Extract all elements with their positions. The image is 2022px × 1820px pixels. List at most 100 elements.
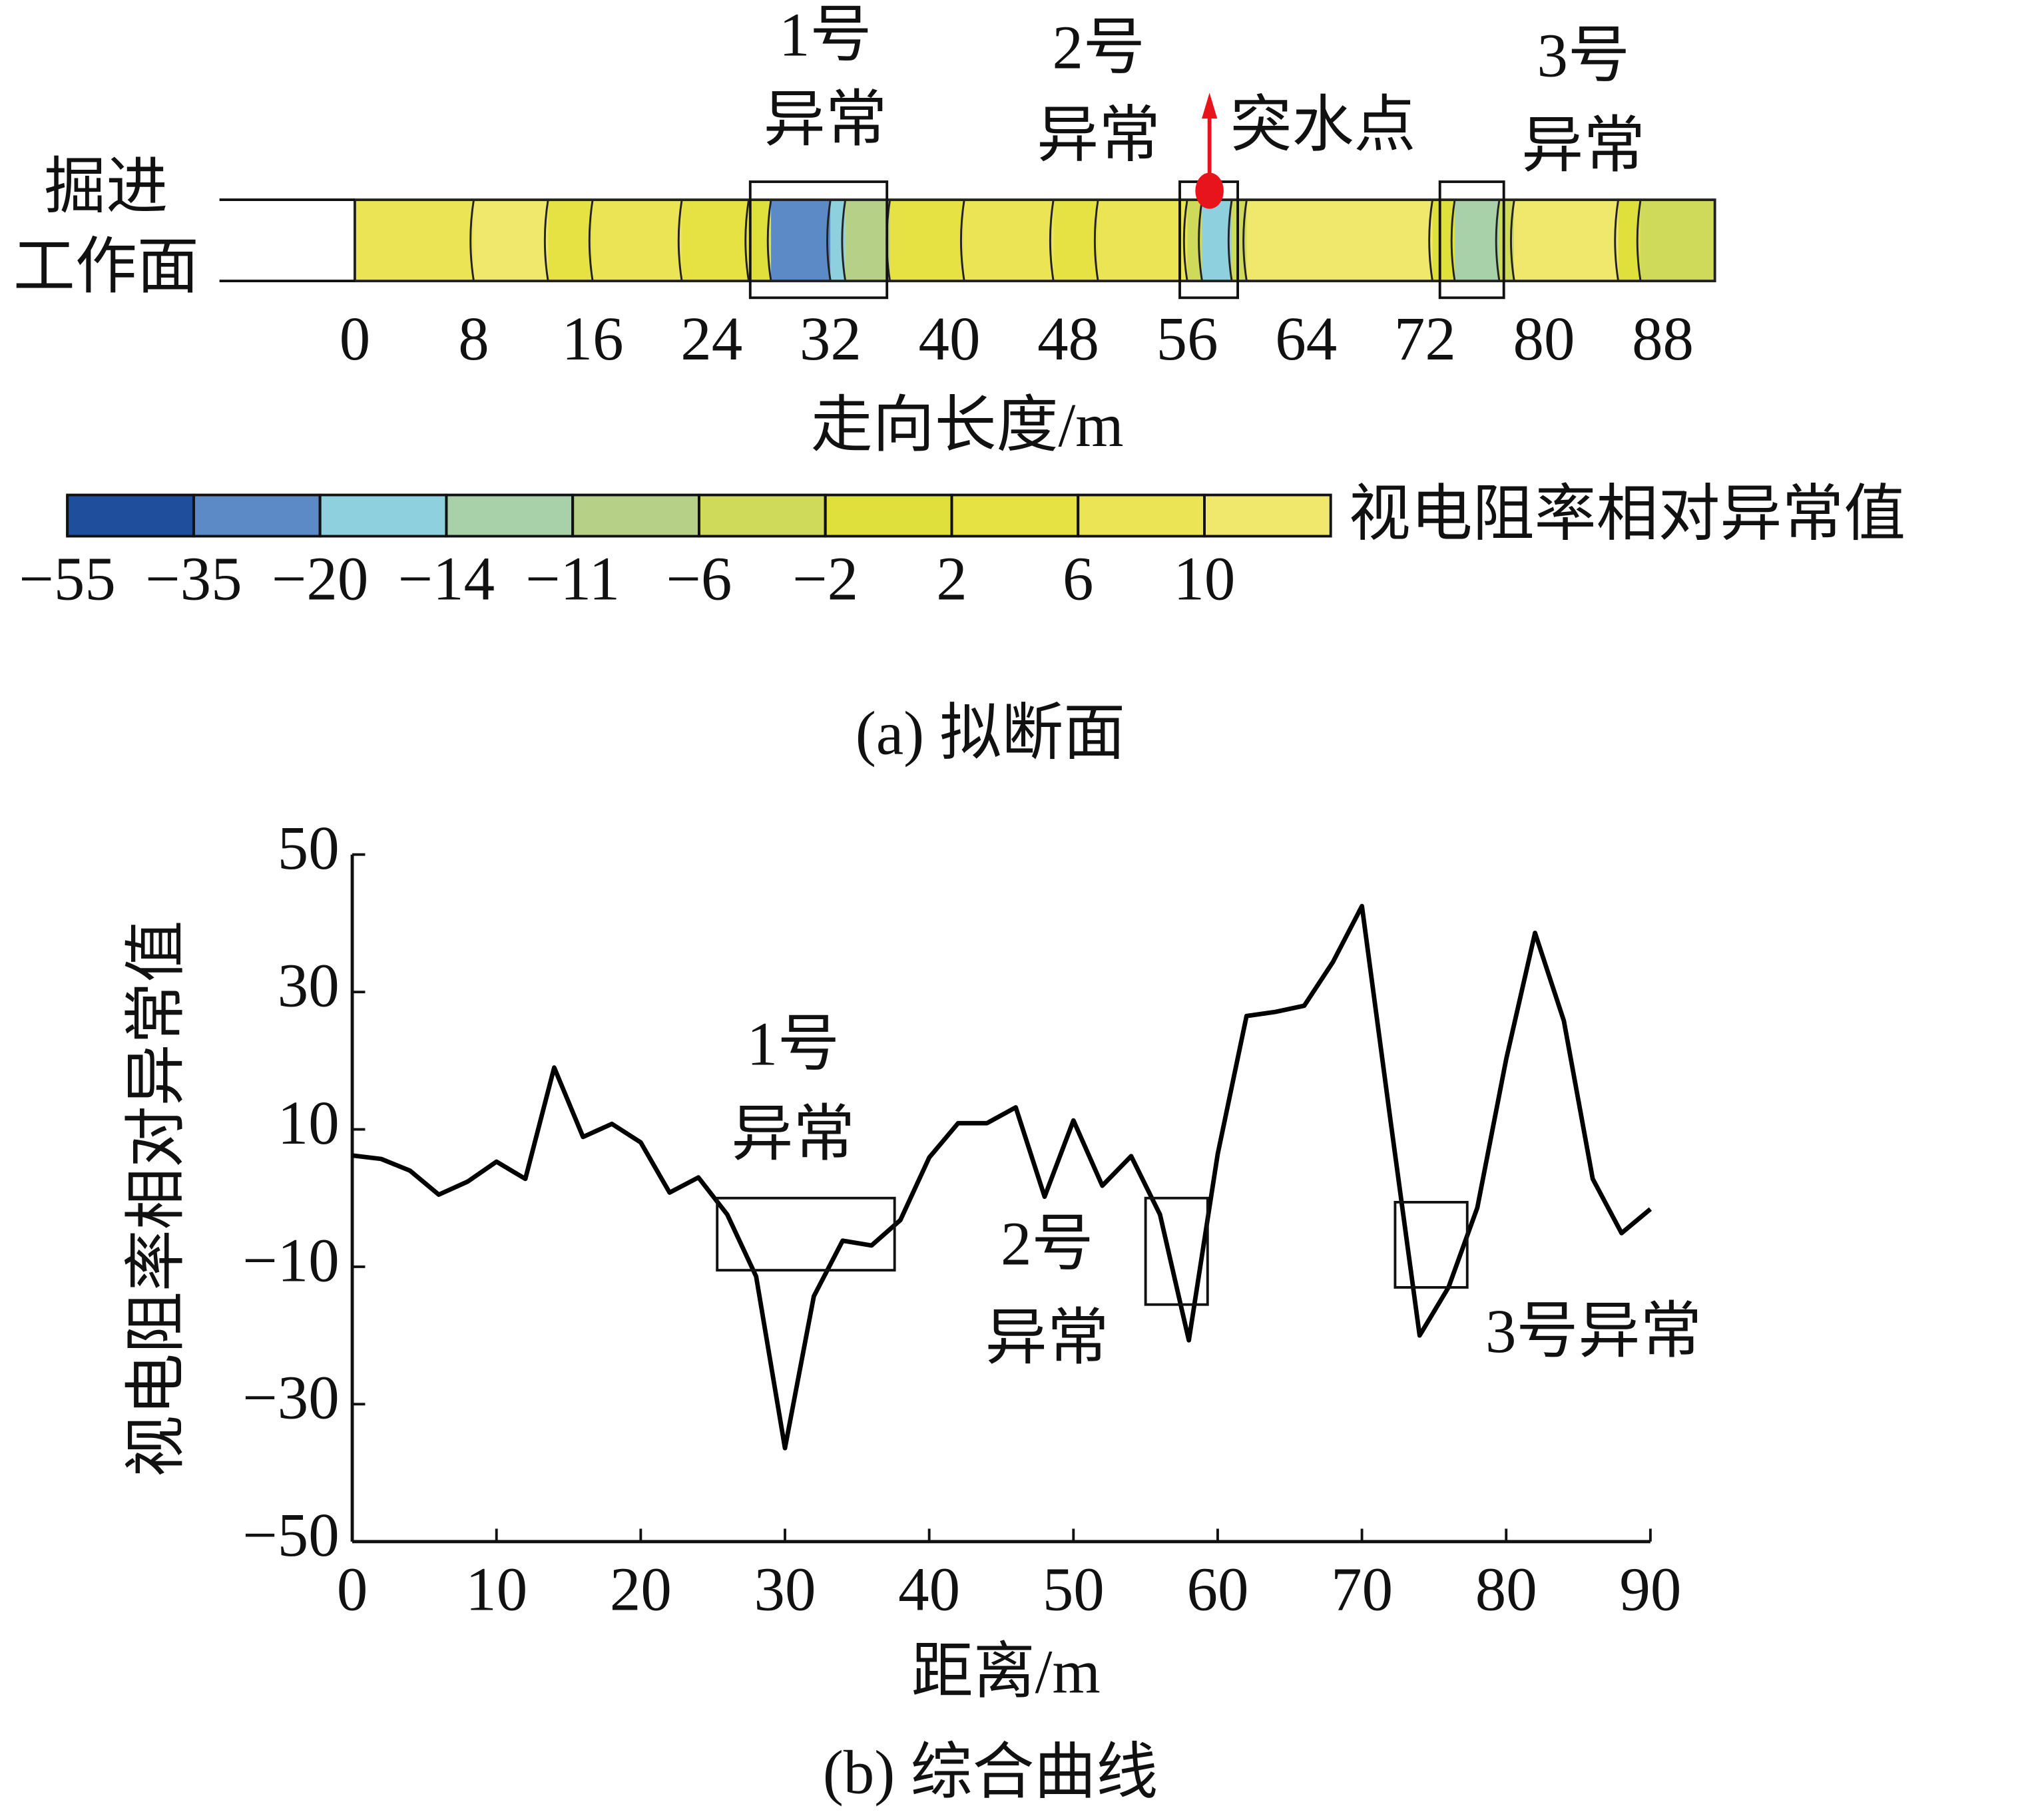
strip-cell [1641,200,1715,282]
contour-line [1182,199,1188,282]
contour-line [1636,199,1642,282]
contour-line [1198,199,1203,282]
x-tick-label: 56 [1156,305,1218,373]
x-tick-label: 32 [800,305,862,373]
x-tick-label: 88 [1632,305,1694,373]
anomaly-box [1438,180,1505,300]
colorbar-tick-label: −11 [525,545,620,613]
strip-cell [1098,200,1188,282]
contour-line [1495,199,1501,282]
colorbar-cell [192,493,322,538]
y-label: 掘进 [44,153,168,222]
strip-cell [1202,200,1232,282]
strip-cell [1514,200,1619,282]
data-line [352,903,1652,1451]
contour-line [826,199,832,282]
colorbar-cell [824,493,953,538]
strip-cell [1232,200,1247,282]
annotation: 1号 [747,1010,840,1078]
x-tick-label: 72 [1394,305,1456,373]
x-tick-label: 20 [610,1555,672,1624]
contour-line [744,199,750,282]
annotation: 异常 [1037,101,1160,170]
x-tick-label: 80 [1513,305,1575,373]
x-tick-label: 40 [898,1555,960,1624]
contour-line [677,199,683,282]
x-label: 走向长度/m [811,391,1124,460]
contour-line [469,199,475,282]
strip-cell [1455,200,1499,282]
contour-line [1428,199,1433,282]
annotation: 2号 [1052,14,1144,83]
strip-cell [889,200,965,282]
y-label: 工作面 [13,233,199,302]
x-tick-label: 80 [1475,1555,1537,1624]
x-tick-label: 10 [465,1555,527,1624]
colorbar-cell [66,493,195,538]
contour-line [588,199,594,282]
contour-line [1242,199,1248,282]
colorbar-cell [571,493,700,538]
x-tick-label: 0 [340,305,370,373]
colorbar-tick-label: −2 [792,545,858,613]
contour-line [1227,199,1233,282]
annotation: 3号异常 [1485,1297,1702,1366]
contour-line [841,199,847,282]
contour-line [1049,199,1055,282]
colorbar-tick-label: −6 [666,545,732,613]
contour-line [766,199,772,282]
annotation: 异常 [1521,112,1645,180]
x-tick-label: 16 [562,305,624,373]
strip-cell [845,200,890,282]
caption-a: (a) 拟断面 [856,700,1125,768]
contour-line [1614,199,1620,282]
contour-line [543,199,549,282]
caption-b: (b) 综合曲线 [823,1738,1158,1807]
colorbar-tick-label: −20 [272,545,368,613]
colorbar-tick-label: 10 [1173,545,1235,613]
contour-line [1450,199,1456,282]
colorbar-tick-label: −14 [398,545,495,613]
y-tick-label: 30 [278,951,340,1020]
annotation: 异常 [764,86,887,154]
colorbar-cell [318,493,448,538]
annotation: 2号 [1001,1210,1093,1279]
strip-cell [548,200,593,282]
x-tick-label: 24 [680,305,742,373]
annotation: 异常 [731,1100,855,1169]
colorbar-label: 视电阻率相对异常值 [1349,481,1905,549]
x-tick-label: 40 [918,305,980,373]
colorbar-cell [950,493,1080,538]
annotation: 异常 [985,1304,1109,1373]
strip-cell [1246,200,1433,282]
colorbar-cell [1203,493,1332,538]
strip-cell [830,200,846,282]
colorbar-tick-label: 2 [936,545,967,613]
inrush-label: 突水点 [1230,91,1416,160]
y-label: 视电阻率相对异常值 [123,921,191,1477]
y-tick-label: 50 [278,814,340,883]
colorbar-tick-label: −35 [145,545,242,613]
x-tick-label: 64 [1275,305,1337,373]
y-tick-label: 10 [278,1089,340,1158]
y-tick-label: −30 [242,1364,339,1433]
x-tick-label: 90 [1619,1555,1681,1624]
x-tick-label: 60 [1186,1555,1248,1624]
colorbar-tick-label: 6 [1063,545,1093,613]
x-tick-label: 50 [1043,1555,1105,1624]
contour-line [1093,199,1099,282]
x-tick-label: 48 [1037,305,1099,373]
x-tick-label: 70 [1331,1555,1393,1624]
anomaly-box [1144,1196,1209,1306]
colorbar-tick-label: −55 [19,545,115,613]
strip-cell [1187,200,1202,282]
anomaly-box [748,180,889,300]
strip-frame [354,198,1716,283]
anomaly-box [716,1196,896,1272]
x-tick-label: 30 [754,1555,816,1624]
strip-cell [682,200,749,282]
strip-cell [473,200,549,282]
strip-cell [593,200,682,282]
